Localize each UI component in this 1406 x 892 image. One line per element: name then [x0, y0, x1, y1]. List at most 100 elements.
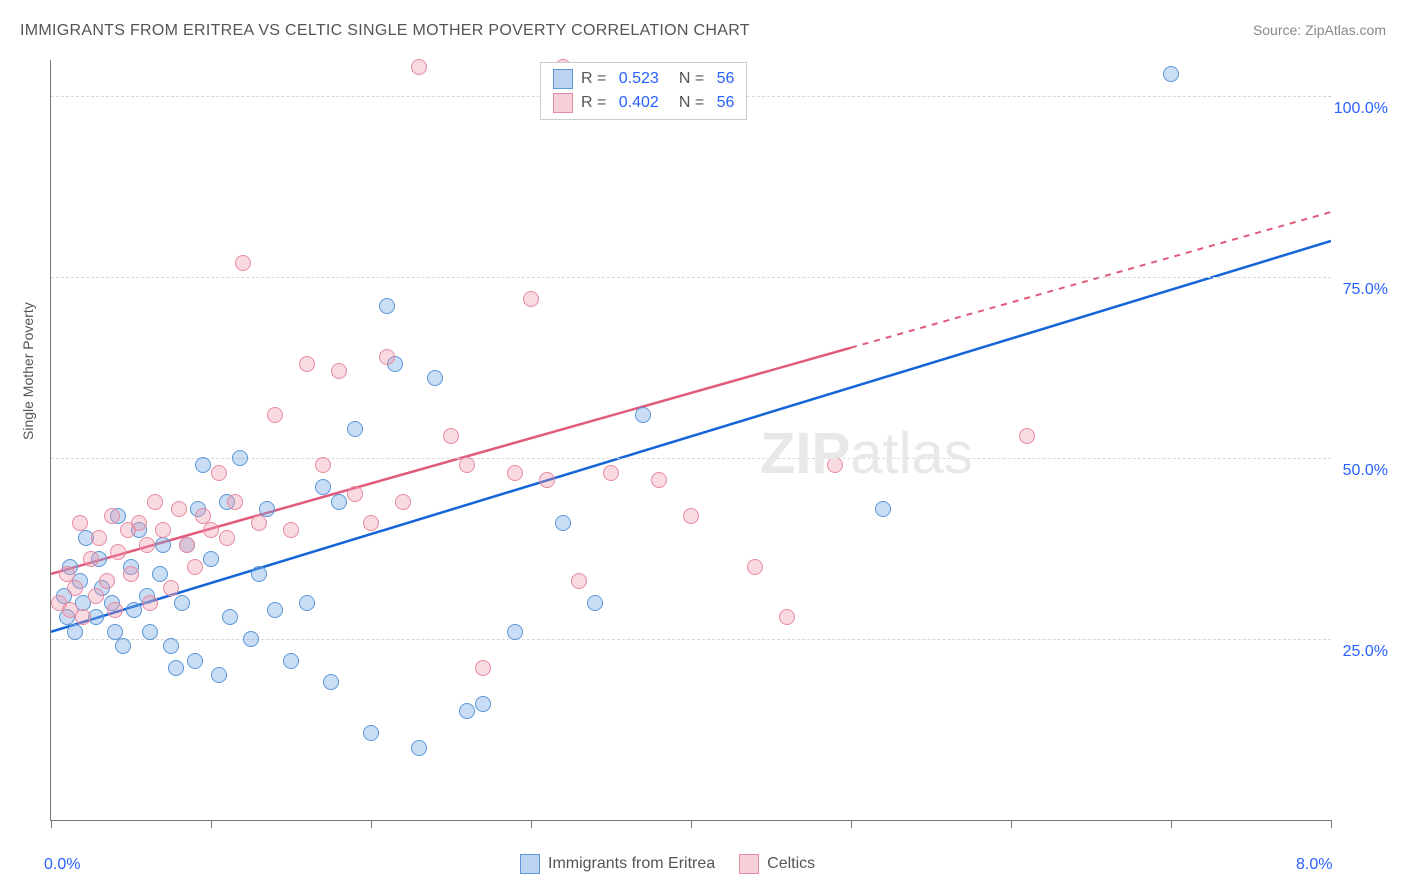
- data-point: [475, 660, 491, 676]
- data-point: [395, 494, 411, 510]
- data-point: [91, 530, 107, 546]
- data-point: [235, 255, 251, 271]
- data-point: [363, 725, 379, 741]
- data-point: [155, 522, 171, 538]
- data-point: [315, 479, 331, 495]
- data-point: [219, 530, 235, 546]
- data-point: [163, 638, 179, 654]
- data-point: [131, 515, 147, 531]
- x-tick-label: 0.0%: [44, 856, 80, 874]
- data-point: [168, 660, 184, 676]
- n-label: N =: [679, 70, 704, 88]
- data-point: [379, 298, 395, 314]
- data-point: [523, 291, 539, 307]
- data-point: [299, 356, 315, 372]
- data-point: [232, 450, 248, 466]
- data-point: [555, 515, 571, 531]
- x-tick: [851, 820, 852, 828]
- data-point: [315, 457, 331, 473]
- legend-series-label: Celtics: [767, 855, 815, 873]
- data-point: [67, 580, 83, 596]
- data-point: [104, 508, 120, 524]
- trend-lines-layer: [51, 60, 1331, 820]
- data-point: [587, 595, 603, 611]
- grid-line: [51, 277, 1331, 278]
- data-point: [139, 537, 155, 553]
- data-point: [651, 472, 667, 488]
- data-point: [331, 363, 347, 379]
- data-point: [411, 740, 427, 756]
- data-point: [107, 602, 123, 618]
- n-label: N =: [679, 94, 704, 112]
- source-attribution: Source: ZipAtlas.com: [1253, 22, 1386, 38]
- y-tick-label: 75.0%: [1343, 281, 1388, 299]
- source-link[interactable]: ZipAtlas.com: [1305, 22, 1386, 38]
- data-point: [163, 580, 179, 596]
- y-tick-label: 25.0%: [1343, 643, 1388, 661]
- data-point: [363, 515, 379, 531]
- data-point: [299, 595, 315, 611]
- data-point: [251, 566, 267, 582]
- data-point: [1163, 66, 1179, 82]
- data-point: [203, 522, 219, 538]
- legend-series: Immigrants from Eritrea Celtics: [520, 854, 815, 874]
- data-point: [67, 624, 83, 640]
- data-point: [747, 559, 763, 575]
- data-point: [507, 624, 523, 640]
- r-value: 0.523: [614, 70, 658, 88]
- data-point: [1019, 428, 1035, 444]
- data-point: [635, 407, 651, 423]
- data-point: [243, 631, 259, 647]
- data-point: [187, 559, 203, 575]
- data-point: [147, 494, 163, 510]
- x-tick: [371, 820, 372, 828]
- data-point: [875, 501, 891, 517]
- data-point: [283, 653, 299, 669]
- data-point: [179, 537, 195, 553]
- data-point: [251, 515, 267, 531]
- data-point: [195, 457, 211, 473]
- chart-title: IMMIGRANTS FROM ERITREA VS CELTIC SINGLE…: [20, 22, 750, 40]
- data-point: [459, 703, 475, 719]
- source-prefix: Source:: [1253, 22, 1305, 38]
- data-point: [211, 667, 227, 683]
- x-tick: [1171, 820, 1172, 828]
- y-tick-label: 100.0%: [1334, 100, 1388, 118]
- legend-series-item: Celtics: [739, 854, 815, 874]
- legend-stats: R = 0.523 N = 56R = 0.402N = 56: [540, 62, 747, 120]
- data-point: [379, 349, 395, 365]
- data-point: [110, 544, 126, 560]
- data-point: [779, 609, 795, 625]
- data-point: [142, 624, 158, 640]
- data-point: [347, 486, 363, 502]
- data-point: [126, 602, 142, 618]
- data-point: [331, 494, 347, 510]
- n-value: 56: [712, 94, 734, 112]
- legend-series-label: Immigrants from Eritrea: [548, 855, 715, 873]
- legend-swatch: [553, 69, 573, 89]
- data-point: [507, 465, 523, 481]
- legend-swatch: [553, 93, 573, 113]
- legend-swatch: [520, 854, 540, 874]
- data-point: [75, 609, 91, 625]
- data-point: [115, 638, 131, 654]
- legend-swatch: [739, 854, 759, 874]
- data-point: [347, 421, 363, 437]
- data-point: [539, 472, 555, 488]
- r-label: R =: [581, 70, 606, 88]
- data-point: [99, 573, 115, 589]
- data-point: [603, 465, 619, 481]
- x-tick: [1331, 820, 1332, 828]
- data-point: [107, 624, 123, 640]
- y-axis-label: Single Mother Poverty: [20, 302, 36, 440]
- data-point: [427, 370, 443, 386]
- data-point: [174, 595, 190, 611]
- data-point: [475, 696, 491, 712]
- legend-stats-row: R = 0.402N = 56: [553, 91, 734, 115]
- data-point: [203, 551, 219, 567]
- y-tick-label: 50.0%: [1343, 462, 1388, 480]
- data-point: [142, 595, 158, 611]
- x-tick: [691, 820, 692, 828]
- x-tick: [531, 820, 532, 828]
- data-point: [123, 566, 139, 582]
